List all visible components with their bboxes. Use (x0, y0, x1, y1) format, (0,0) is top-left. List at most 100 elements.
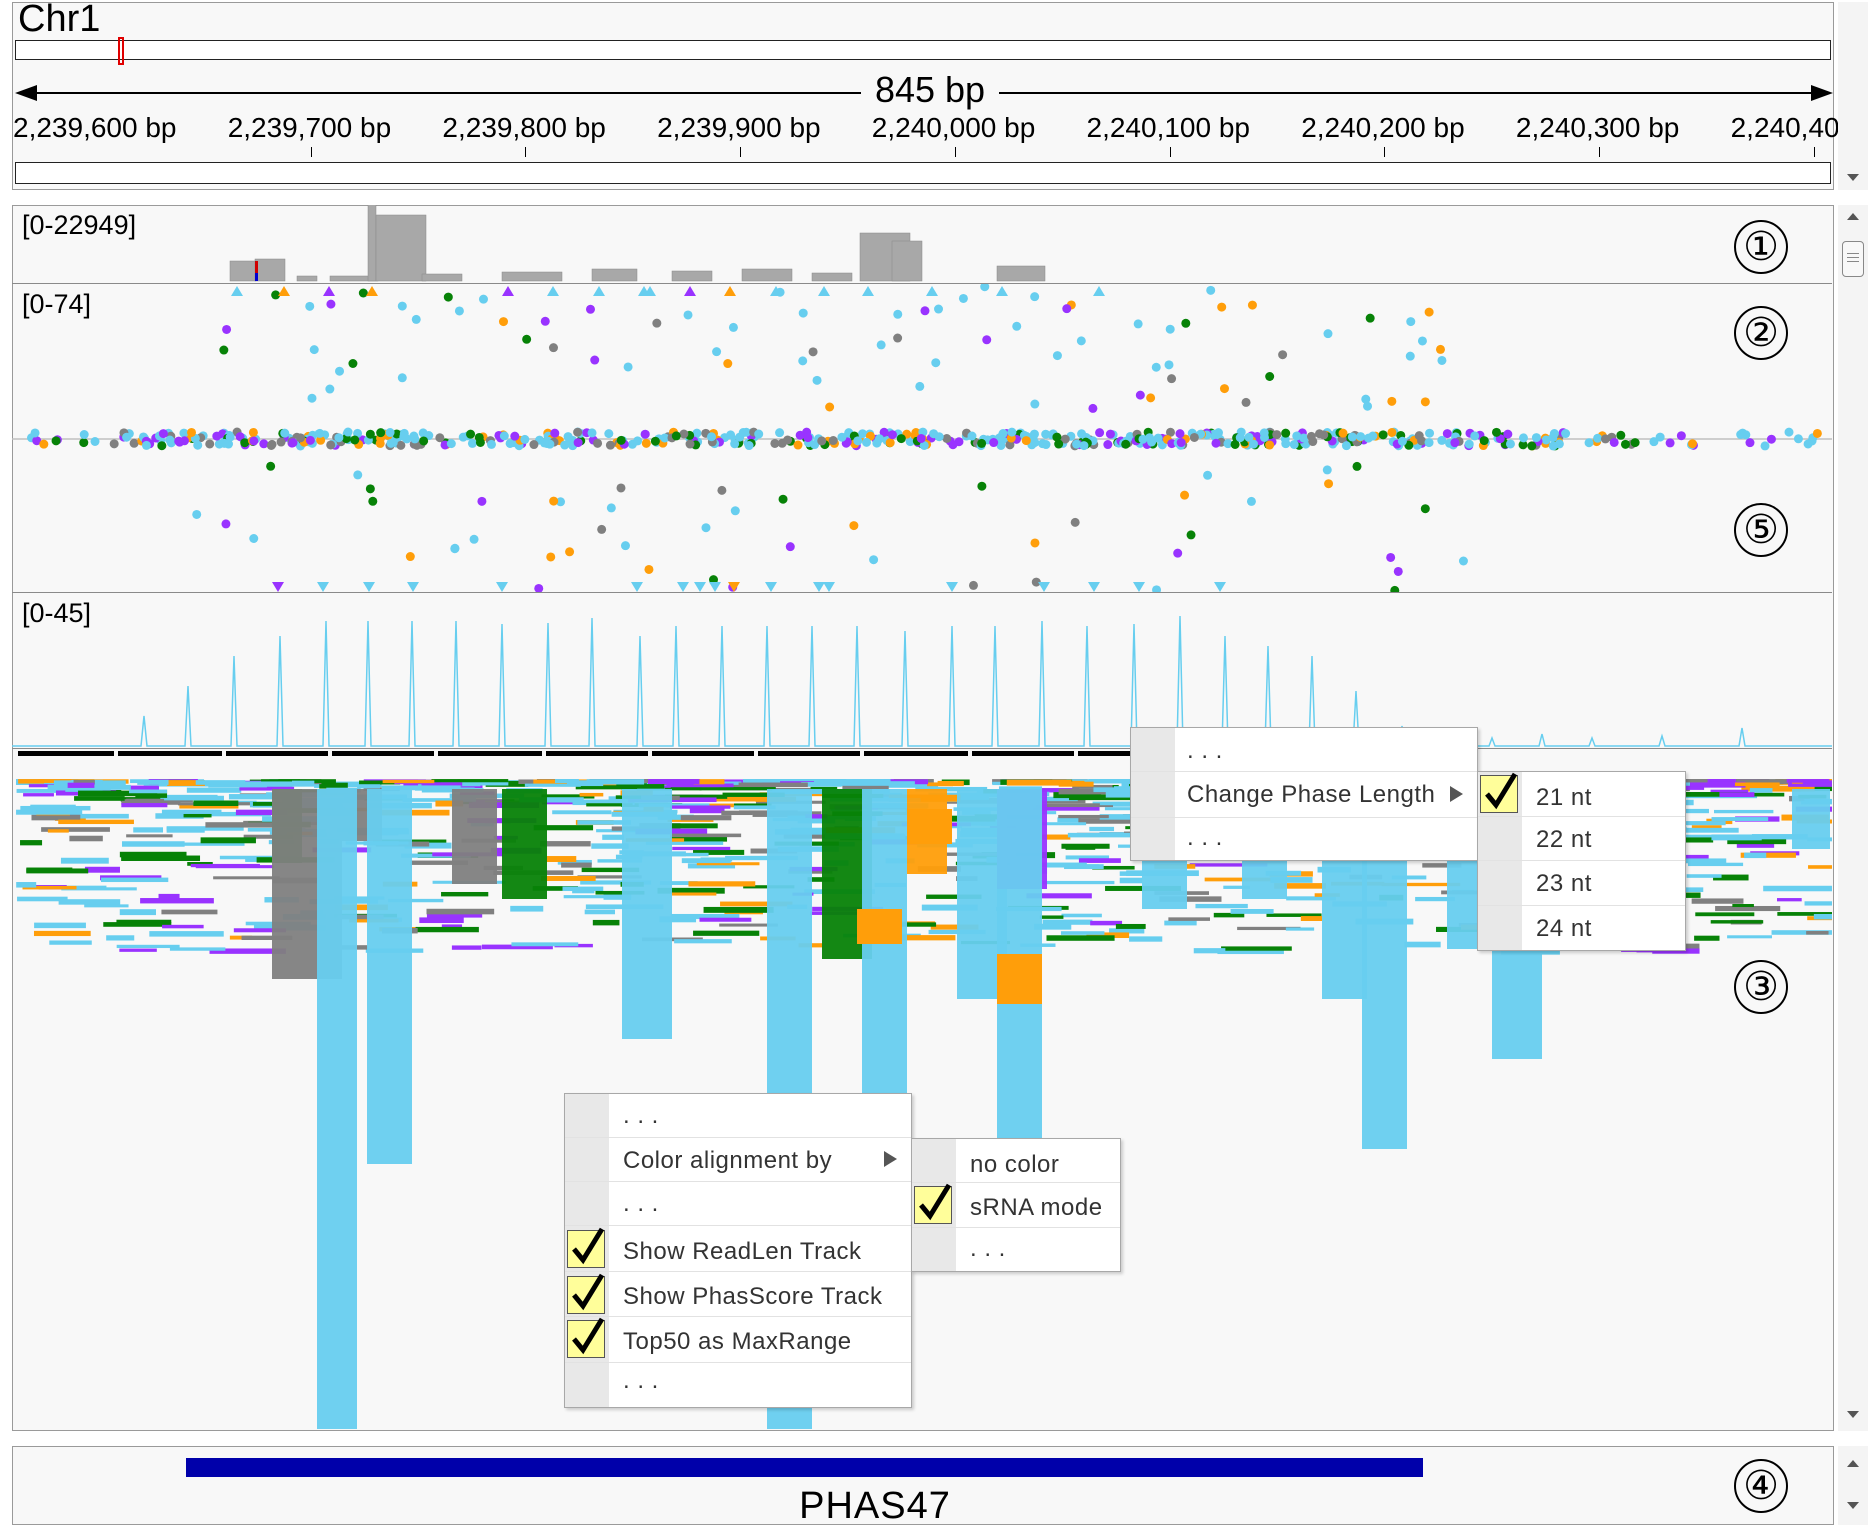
phasscore-point (1688, 439, 1698, 449)
alignment-read (243, 834, 294, 839)
alignment-menu-more-1[interactable]: . . . (565, 1094, 911, 1138)
phasscore-point (1420, 397, 1430, 407)
color-by-srna-mode[interactable]: sRNA mode (912, 1183, 1120, 1228)
show-readlen-track-item[interactable]: Show ReadLen Track (565, 1226, 911, 1272)
alignment-read (1069, 794, 1138, 801)
gene-feature-phas47[interactable] (186, 1458, 1423, 1477)
phasscore-point (1425, 428, 1435, 438)
alignment-read (703, 906, 774, 913)
scroll-down-icon[interactable] (1847, 174, 1859, 181)
gene-panel-scrollbar[interactable] (1838, 1446, 1868, 1525)
phase-menu-more-bottom[interactable]: . . . (1187, 824, 1223, 851)
phasscore-point (770, 438, 780, 448)
alignment-read (1193, 948, 1226, 954)
phase-length-21nt[interactable]: 21 nt (1478, 772, 1685, 817)
alignment-read (669, 805, 731, 809)
alignment-menu-more-3[interactable]: . . . (623, 1367, 659, 1394)
phasscore-point (1319, 430, 1329, 440)
phasscore-track[interactable] (12, 284, 1832, 592)
coverage-mismatch-bar (255, 261, 258, 281)
phasscore-point (1616, 430, 1626, 440)
alignment-read (591, 843, 629, 849)
alignment-read (162, 924, 204, 929)
alignment-read (1104, 807, 1155, 811)
phasscore-point (616, 435, 626, 445)
chromosome-ideogram[interactable] (15, 40, 1831, 60)
ruler-position-bar[interactable] (15, 162, 1831, 184)
phasscore-point (1203, 470, 1213, 480)
scroll-up-icon[interactable] (1847, 1460, 1859, 1467)
phasscore-point (205, 439, 215, 449)
phasscore-point (385, 428, 395, 438)
color-by-more[interactable]: . . . (970, 1235, 1006, 1262)
alignment-read (699, 917, 752, 922)
alignment-read (1711, 817, 1769, 821)
alignment-read (819, 779, 891, 783)
phasscore-point (623, 362, 633, 372)
alignment-read (1046, 803, 1114, 808)
data-panel-scrollbar[interactable] (1838, 205, 1868, 1431)
phasscore-point (828, 436, 838, 446)
phase-marker-down (1214, 582, 1226, 592)
color-by-no-color[interactable]: no color (912, 1139, 1120, 1183)
alignment-read (426, 912, 483, 918)
alignment-read (1727, 839, 1787, 845)
alignment-read (140, 898, 214, 904)
scroll-thumb[interactable] (1842, 241, 1864, 277)
alignment-read (119, 948, 157, 952)
scroll-down-icon[interactable] (1847, 1502, 1859, 1509)
phase-marker-down (1088, 582, 1100, 592)
coverage-track[interactable] (12, 205, 1832, 283)
phasscore-point (1138, 434, 1148, 444)
alignment-read (67, 782, 95, 788)
alignment-read (73, 779, 95, 785)
ruler-tick-mark (954, 147, 956, 157)
top50-max-range-item[interactable]: Top50 as MaxRange (565, 1317, 911, 1363)
alignment-read (916, 816, 996, 822)
phase-menu-more-top[interactable]: . . . (1131, 728, 1477, 772)
alignment-read (1381, 882, 1461, 887)
alignment-read (126, 798, 193, 803)
phasscore-point (1041, 429, 1051, 439)
coverage-bar (741, 268, 793, 282)
annotation-2: ② (1734, 306, 1788, 360)
show-phasscore-track-item[interactable]: Show PhasScore Track (565, 1272, 911, 1317)
alignment-read (1159, 896, 1222, 902)
current-region-marker[interactable] (118, 37, 124, 65)
color-alignment-by-item[interactable]: Color alignment by (565, 1138, 911, 1182)
ruler-tick-label: 2,239,700 bp (227, 112, 392, 143)
alignment-menu-more-2[interactable]: . . . (565, 1182, 911, 1226)
phasscore-point (730, 439, 740, 449)
chromosome-name[interactable]: Chr1 (18, 0, 101, 40)
alignment-read (670, 833, 742, 838)
alignment-read (636, 785, 702, 791)
phasscore-point (1417, 336, 1427, 346)
phasscore-point (977, 438, 987, 448)
phase-length-23nt[interactable]: 23 nt (1478, 861, 1685, 906)
phasscore-point (1265, 372, 1275, 382)
ruler-scrollbar[interactable] (1838, 2, 1868, 190)
phase-length-22nt[interactable]: 22 nt (1478, 817, 1685, 861)
phasscore-point (1464, 439, 1474, 449)
phasscore-point (334, 433, 344, 443)
phasscore-point (1095, 428, 1105, 438)
phasscore-point (605, 440, 615, 450)
scroll-down-icon[interactable] (1847, 1411, 1859, 1418)
alignment-read (801, 782, 842, 787)
change-phase-length-item[interactable]: Change Phase Length (1131, 772, 1477, 818)
readlen-track[interactable] (12, 593, 1832, 748)
alignment-read (16, 809, 83, 815)
phasscore-point (212, 431, 222, 441)
phasscore-point (1054, 439, 1064, 449)
phase-length-24nt[interactable]: 24 nt (1536, 915, 1592, 942)
phasscore-point (712, 347, 722, 357)
phasscore-point (1135, 390, 1145, 400)
ruler-tick-label: 2,240,300 bp (1515, 112, 1680, 143)
gene-name-label[interactable]: PHAS47 (799, 1485, 951, 1527)
phasscore-point (1230, 439, 1240, 449)
phasscore-point (187, 427, 197, 437)
scroll-up-icon[interactable] (1847, 213, 1859, 220)
phase-marker-up (278, 286, 290, 296)
phasscore-point (565, 547, 575, 557)
phasscore-point (1803, 439, 1813, 449)
